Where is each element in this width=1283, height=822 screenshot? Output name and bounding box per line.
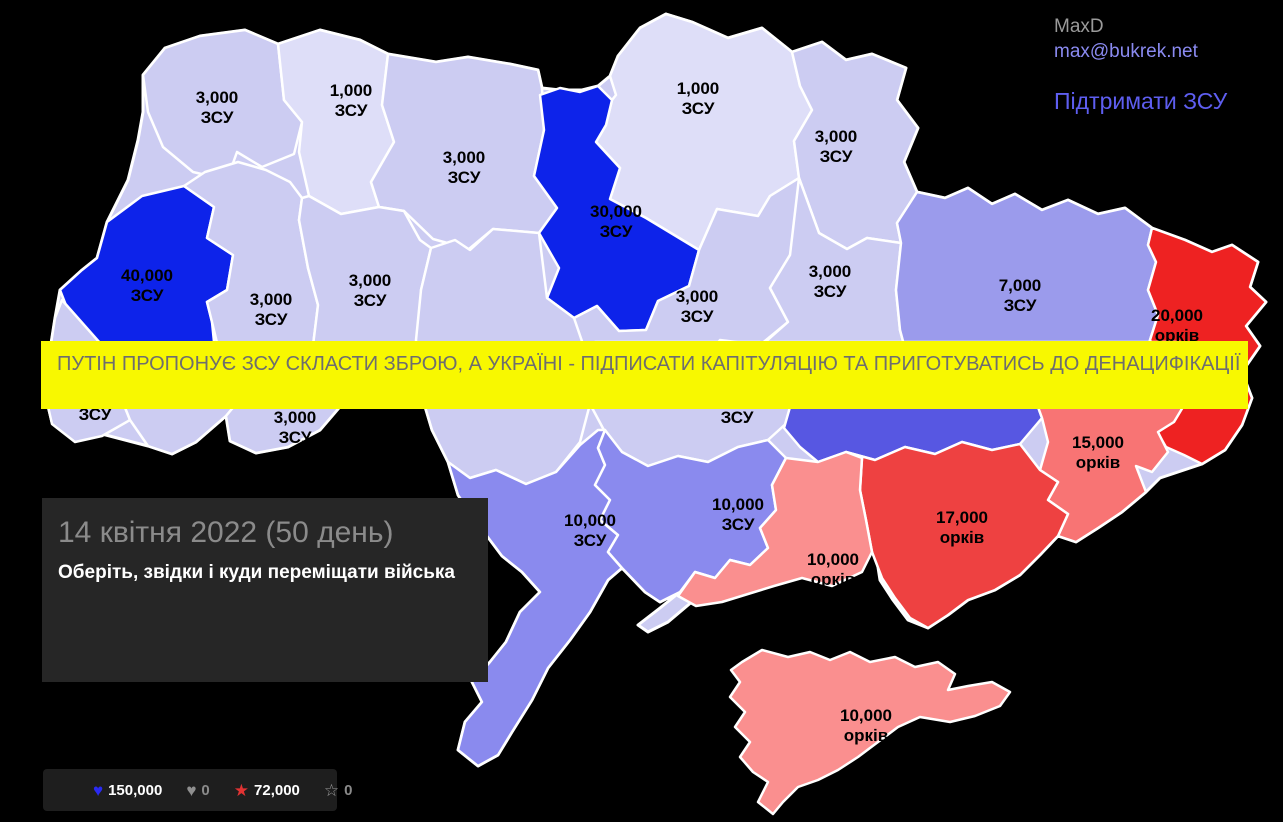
stat-value-zsu-total: 150,000	[108, 781, 163, 799]
stat-value-orc-reserve: 0	[344, 781, 353, 799]
news-ticker-text: ПУТІН ПРОПОНУЄ ЗСУ СКЛАСТИ ЗБРОЮ, А УКРА…	[57, 353, 1241, 375]
heart-icon: ♥	[93, 780, 104, 800]
forces-stats-bar: ♥ 150,000 ♥ 0 ★ 72,000 ☆ 0	[43, 769, 353, 811]
author-email-link[interactable]: max@bukrek.net	[1054, 41, 1198, 62]
region-odesa[interactable]	[446, 428, 624, 768]
region-crimea[interactable]	[728, 648, 1012, 816]
region-zaporizhzhia[interactable]	[844, 440, 1070, 630]
date-info-panel: 14 квітня 2022 (50 день) Оберіть, звідки…	[42, 498, 488, 682]
news-ticker: ПУТІН ПРОПОНУЄ ЗСУ СКЛАСТИ ЗБРОЮ, А УКРА…	[41, 341, 1248, 409]
stat-orc-reserve: ☆ 0	[324, 782, 353, 799]
region-kherson[interactable]	[676, 450, 874, 608]
region-volyn[interactable]	[141, 28, 304, 182]
instruction-text: Оберіть, звідки і куди переміщати військ…	[58, 562, 455, 583]
stat-value-orc-total: 72,000	[254, 781, 300, 799]
support-zsu-link[interactable]: Підтримати ЗСУ	[1054, 88, 1228, 114]
author-name: MaxD	[1054, 16, 1104, 37]
heart-icon: ♥	[186, 780, 197, 800]
star-icon: ★	[233, 780, 250, 800]
stat-value-zsu-reserve: 0	[201, 781, 210, 799]
stat-zsu-reserve: ♥ 0	[186, 782, 209, 799]
game-date: 14 квітня 2022 (50 день)	[58, 516, 394, 549]
star-icon: ☆	[323, 780, 340, 800]
stat-zsu-total: ♥ 150,000	[93, 782, 162, 799]
stat-orc-total: ★ 72,000	[234, 782, 300, 799]
